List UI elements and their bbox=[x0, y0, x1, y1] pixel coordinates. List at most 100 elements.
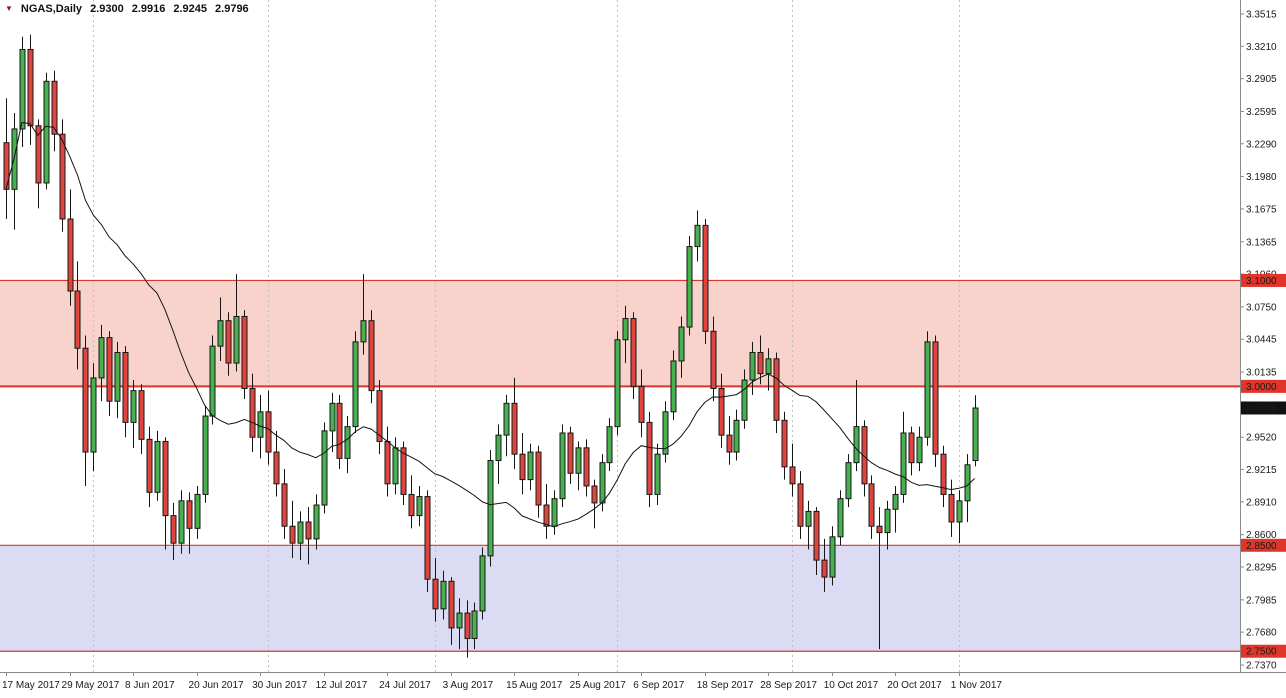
y-axis-label: 3.1980 bbox=[1246, 172, 1277, 183]
price-badge bbox=[1241, 401, 1286, 415]
bull-candle bbox=[551, 498, 558, 527]
x-axis-label: 29 May 2017 bbox=[62, 680, 120, 691]
bull-candle bbox=[344, 426, 351, 459]
bear-candle bbox=[789, 466, 796, 485]
bear-candle bbox=[868, 483, 875, 527]
bull-candle bbox=[670, 360, 677, 413]
bull-candle bbox=[416, 496, 423, 517]
bear-candle bbox=[567, 432, 574, 474]
bull-candle bbox=[606, 426, 613, 464]
x-axis-label: 18 Sep 2017 bbox=[697, 680, 754, 691]
y-axis-label: 3.2595 bbox=[1246, 107, 1277, 118]
y-axis-label: 2.8295 bbox=[1246, 563, 1277, 574]
bull-candle bbox=[471, 610, 478, 640]
y-axis-label: 2.7680 bbox=[1246, 628, 1277, 639]
bear-candle bbox=[122, 351, 129, 423]
bear-candle bbox=[186, 500, 193, 529]
bull-candle bbox=[352, 341, 359, 428]
bear-candle bbox=[583, 447, 590, 487]
bull-candle bbox=[900, 432, 907, 495]
bull-candle bbox=[916, 436, 923, 464]
bear-candle bbox=[27, 48, 34, 127]
x-axis-label: 30 Jun 2017 bbox=[252, 680, 307, 691]
high-value: 2.9916 bbox=[131, 3, 166, 15]
bear-candle bbox=[448, 580, 455, 629]
bull-candle bbox=[194, 493, 201, 529]
bear-candle bbox=[59, 133, 66, 220]
bear-candle bbox=[106, 337, 113, 402]
bear-candle bbox=[638, 385, 645, 423]
bull-candle bbox=[479, 555, 486, 612]
bull-candle bbox=[527, 451, 534, 481]
bull-candle bbox=[503, 402, 510, 436]
bull-candle bbox=[662, 411, 669, 455]
bear-candle bbox=[908, 432, 915, 464]
x-axis-label: 20 Jun 2017 bbox=[189, 680, 244, 691]
bear-candle bbox=[646, 421, 653, 495]
y-axis-label: 3.3210 bbox=[1246, 42, 1277, 53]
bull-candle bbox=[686, 246, 693, 328]
bull-candle bbox=[853, 426, 860, 464]
bull-candle bbox=[456, 612, 463, 629]
symbol-timeframe-label: NGAS,Daily bbox=[20, 3, 83, 15]
time-axis[interactable]: 17 May 2017 29 May 2017 8 Jun 2017 20 Jun 2… bbox=[2, 672, 1002, 691]
y-axis-label: 3.1675 bbox=[1246, 204, 1277, 215]
x-axis-label: 17 May 2017 bbox=[2, 680, 60, 691]
bull-candle bbox=[178, 500, 185, 544]
bull-candle bbox=[694, 224, 701, 248]
bear-candle bbox=[408, 493, 415, 517]
bull-candle bbox=[130, 390, 137, 423]
y-axis-label: 3.0135 bbox=[1246, 368, 1277, 379]
bull-candle bbox=[559, 432, 566, 500]
bull-candle bbox=[749, 351, 756, 381]
bull-candle bbox=[98, 337, 105, 379]
axis-frame bbox=[0, 0, 1286, 673]
bull-candle bbox=[440, 580, 447, 610]
bull-candle bbox=[217, 320, 224, 347]
bull-candle bbox=[964, 464, 971, 502]
x-axis-label: 3 Aug 2017 bbox=[443, 680, 494, 691]
bear-candle bbox=[289, 525, 296, 544]
candles bbox=[3, 34, 979, 658]
bear-candle bbox=[170, 515, 177, 544]
bear-candle bbox=[241, 315, 248, 389]
bull-candle bbox=[733, 419, 740, 453]
bull-candle bbox=[202, 415, 209, 495]
close-value: 2.9796 bbox=[215, 3, 249, 15]
bear-candle bbox=[432, 578, 439, 610]
bear-candle bbox=[940, 453, 947, 495]
bull-candle bbox=[884, 508, 891, 534]
x-axis-label: 28 Sep 2017 bbox=[760, 680, 817, 691]
bull-candle bbox=[43, 80, 50, 184]
price-axis[interactable]: 3.3515 3.3210 3.2905 3.2595 3.2290 3.1980 3.16… bbox=[1240, 10, 1286, 672]
bear-candle bbox=[35, 125, 42, 184]
x-axis-label: 6 Sep 2017 bbox=[633, 680, 685, 691]
chart-dropdown-icon[interactable]: ▼ bbox=[5, 4, 13, 13]
y-axis-label: 3.3515 bbox=[1246, 10, 1277, 21]
bear-candle bbox=[630, 318, 637, 387]
bear-candle bbox=[74, 290, 81, 349]
price-badge-label: 2.8500 bbox=[1246, 541, 1277, 552]
bear-candle bbox=[146, 438, 153, 493]
bear-candle bbox=[376, 390, 383, 442]
bull-candle bbox=[599, 462, 606, 504]
bull-candle bbox=[392, 447, 399, 485]
bull-candle bbox=[329, 402, 336, 432]
x-axis-label: 15 Aug 2017 bbox=[506, 680, 563, 691]
bear-candle bbox=[249, 387, 256, 438]
bull-candle bbox=[956, 500, 963, 523]
y-axis-label: 2.9215 bbox=[1246, 465, 1277, 476]
x-axis-label: 1 Nov 2017 bbox=[951, 680, 1003, 691]
bear-candle bbox=[265, 411, 272, 453]
price-badge-label: 3.1000 bbox=[1246, 276, 1277, 287]
bear-candle bbox=[932, 341, 939, 455]
bear-candle bbox=[464, 612, 471, 640]
bear-candle bbox=[726, 434, 733, 453]
bear-candle bbox=[82, 347, 89, 453]
bear-candle bbox=[535, 451, 542, 506]
bear-candle bbox=[368, 320, 375, 392]
bear-candle bbox=[519, 453, 526, 481]
bear-candle bbox=[702, 224, 709, 332]
